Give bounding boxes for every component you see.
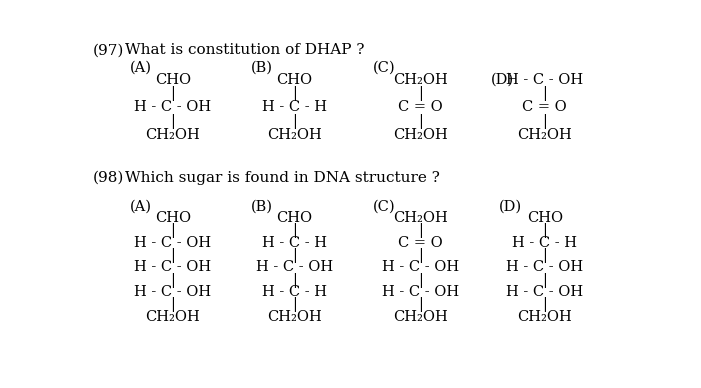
Text: H - C - OH: H - C - OH — [256, 260, 333, 274]
Text: |: | — [292, 273, 297, 288]
Text: CH₂OH: CH₂OH — [393, 128, 448, 142]
Text: CHO: CHO — [276, 211, 313, 225]
Text: CH₂OH: CH₂OH — [517, 310, 572, 324]
Text: |: | — [418, 223, 423, 239]
Text: |: | — [543, 248, 547, 263]
Text: H - C - OH: H - C - OH — [506, 260, 583, 274]
Text: |: | — [170, 297, 175, 312]
Text: H - C - OH: H - C - OH — [382, 285, 459, 299]
Text: C = O: C = O — [522, 100, 567, 114]
Text: |: | — [543, 114, 547, 129]
Text: CH₂OH: CH₂OH — [267, 128, 322, 142]
Text: |: | — [418, 273, 423, 288]
Text: |: | — [418, 114, 423, 129]
Text: |: | — [292, 248, 297, 263]
Text: H - C - OH: H - C - OH — [135, 236, 212, 250]
Text: |: | — [292, 114, 297, 129]
Text: Which sugar is found in DNA structure ?: Which sugar is found in DNA structure ? — [125, 171, 440, 185]
Text: |: | — [170, 87, 175, 101]
Text: CH₂OH: CH₂OH — [146, 310, 200, 324]
Text: |: | — [418, 297, 423, 312]
Text: (B): (B) — [250, 61, 273, 75]
Text: |: | — [170, 223, 175, 239]
Text: |: | — [418, 87, 423, 101]
Text: H - C - H: H - C - H — [512, 236, 578, 250]
Text: (A): (A) — [130, 61, 152, 75]
Text: |: | — [292, 297, 297, 312]
Text: CHO: CHO — [155, 73, 191, 87]
Text: (B): (B) — [250, 199, 273, 213]
Text: CHO: CHO — [155, 211, 191, 225]
Text: |: | — [543, 223, 547, 239]
Text: H - C - H: H - C - H — [262, 236, 327, 250]
Text: (97): (97) — [93, 43, 124, 57]
Text: CH₂OH: CH₂OH — [146, 128, 200, 142]
Text: |: | — [170, 248, 175, 263]
Text: (D): (D) — [491, 73, 514, 87]
Text: H - C - OH: H - C - OH — [135, 100, 212, 114]
Text: |: | — [543, 273, 547, 288]
Text: H - C - OH: H - C - OH — [506, 285, 583, 299]
Text: CH₂OH: CH₂OH — [393, 310, 448, 324]
Text: CH₂OH: CH₂OH — [393, 211, 448, 225]
Text: H - C - OH: H - C - OH — [382, 260, 459, 274]
Text: H - C - OH: H - C - OH — [506, 73, 583, 87]
Text: H - C - OH: H - C - OH — [135, 285, 212, 299]
Text: |: | — [543, 297, 547, 312]
Text: CH₂OH: CH₂OH — [267, 310, 322, 324]
Text: |: | — [170, 114, 175, 129]
Text: (98): (98) — [93, 171, 124, 185]
Text: (C): (C) — [373, 199, 395, 213]
Text: (C): (C) — [373, 61, 395, 75]
Text: What is constitution of DHAP ?: What is constitution of DHAP ? — [125, 43, 365, 57]
Text: |: | — [543, 87, 547, 101]
Text: CHO: CHO — [527, 211, 563, 225]
Text: |: | — [418, 248, 423, 263]
Text: C = O: C = O — [398, 236, 443, 250]
Text: C = O: C = O — [398, 100, 443, 114]
Text: (D): (D) — [498, 199, 522, 213]
Text: CH₂OH: CH₂OH — [517, 128, 572, 142]
Text: |: | — [292, 87, 297, 101]
Text: H - C - H: H - C - H — [262, 100, 327, 114]
Text: |: | — [170, 273, 175, 288]
Text: H - C - H: H - C - H — [262, 285, 327, 299]
Text: |: | — [292, 223, 297, 239]
Text: (A): (A) — [130, 199, 152, 213]
Text: CH₂OH: CH₂OH — [393, 73, 448, 87]
Text: CHO: CHO — [276, 73, 313, 87]
Text: H - C - OH: H - C - OH — [135, 260, 212, 274]
